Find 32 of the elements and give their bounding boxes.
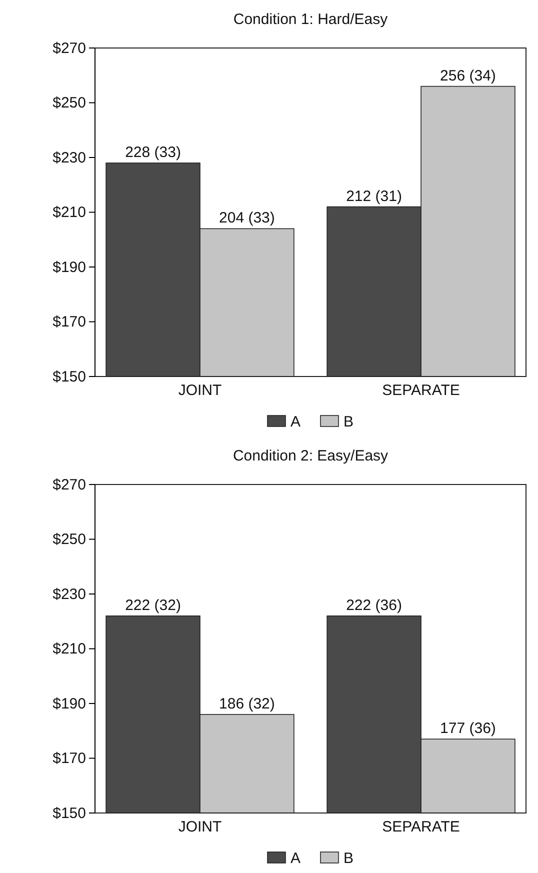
- data-label: 186 (32): [219, 695, 275, 712]
- legend-label: A: [290, 850, 300, 867]
- chart-title: Condition 2: Easy/Easy: [232, 448, 389, 464]
- y-tick-label: $250: [52, 94, 86, 112]
- legend-label: A: [290, 414, 300, 430]
- data-label: 256 (34): [440, 67, 496, 84]
- y-tick-label: $270: [52, 476, 86, 494]
- y-tick-label: $150: [52, 804, 86, 822]
- legend-label: B: [344, 414, 354, 430]
- y-tick-label: $170: [52, 314, 86, 331]
- chart-title: Condition 1: Hard/Easy: [233, 11, 388, 28]
- data-label: 222 (36): [346, 596, 402, 614]
- x-tick-label: JOINT: [178, 818, 222, 836]
- y-tick-label: $270: [52, 40, 86, 57]
- data-label: 204 (33): [219, 210, 275, 227]
- data-label: 212 (31): [346, 188, 402, 205]
- data-label: 177 (36): [440, 720, 496, 738]
- y-tick-label: $250: [52, 531, 86, 548]
- data-label: 222 (32): [125, 596, 181, 614]
- y-tick-label: $150: [52, 368, 86, 386]
- y-tick-label: $190: [52, 258, 86, 276]
- data-label: 228 (33): [125, 144, 181, 161]
- legend-label: B: [344, 850, 354, 867]
- y-tick-label: $190: [52, 695, 86, 712]
- y-tick-label: $210: [52, 204, 86, 222]
- y-tick-label: $230: [52, 586, 86, 603]
- x-tick-label: SEPARATE: [382, 382, 460, 400]
- x-tick-label: JOINT: [178, 382, 222, 400]
- x-tick-label: SEPARATE: [382, 818, 460, 836]
- y-tick-label: $230: [52, 149, 86, 166]
- y-tick-label: $170: [52, 750, 86, 768]
- y-tick-label: $210: [52, 640, 86, 658]
